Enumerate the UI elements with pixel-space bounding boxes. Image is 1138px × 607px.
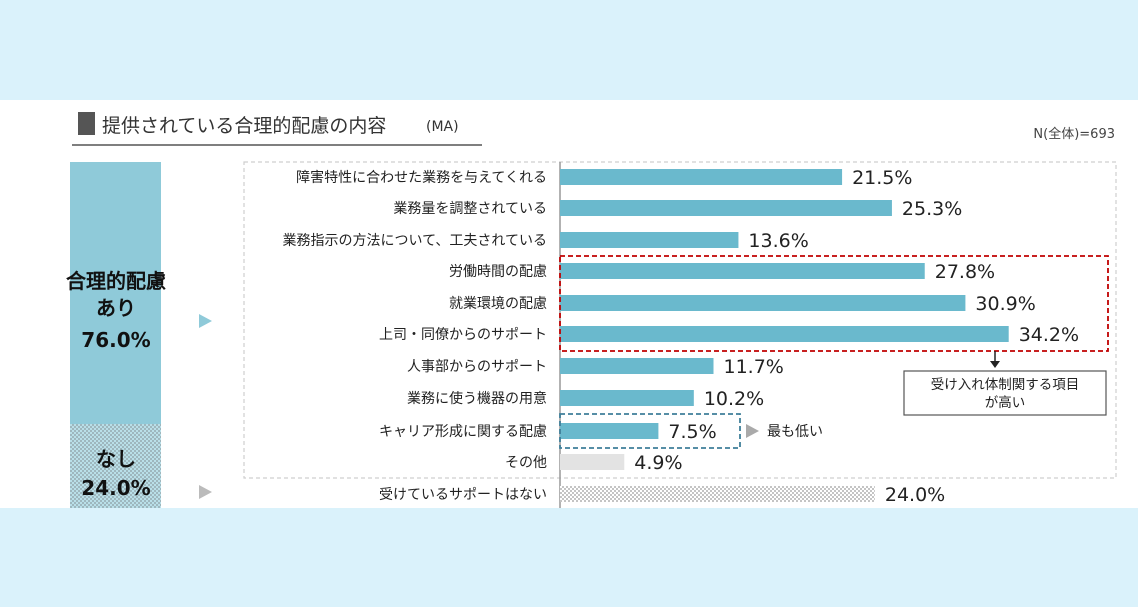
summary-no-value: 24.0% bbox=[81, 476, 150, 500]
bar bbox=[560, 358, 714, 374]
category-label: 上司・同僚からのサポート bbox=[379, 327, 547, 343]
bar bbox=[560, 486, 875, 502]
value-label: 34.2% bbox=[1019, 324, 1079, 346]
bars bbox=[560, 169, 1009, 502]
value-label: 7.5% bbox=[668, 421, 716, 443]
highlight-box-blue bbox=[559, 413, 741, 449]
category-labels: 障害特性に合わせた業務を与えてくれる業務量を調整されている業務指示の方法について… bbox=[283, 170, 547, 503]
highlight-box-red bbox=[559, 255, 1109, 352]
bar bbox=[560, 263, 925, 279]
category-label: 業務指示の方法について、工夫されている bbox=[283, 233, 547, 249]
bar bbox=[560, 326, 1009, 342]
summary-no-block bbox=[70, 424, 161, 508]
category-label: 就業環境の配慮 bbox=[449, 296, 547, 312]
title-square-icon bbox=[78, 112, 95, 135]
highlight-note-line2: が高い bbox=[985, 394, 1026, 411]
bar bbox=[560, 390, 694, 406]
value-label: 13.6% bbox=[748, 230, 808, 252]
bar bbox=[560, 423, 659, 439]
category-label: キャリア形成に関する配慮 bbox=[379, 424, 547, 440]
value-label: 24.0% bbox=[885, 484, 945, 506]
highlight-note-line1: 受け入れ体制関する項目 bbox=[931, 377, 1080, 393]
summary-yes-block bbox=[70, 162, 161, 424]
bar bbox=[560, 169, 843, 185]
bar bbox=[560, 200, 892, 216]
lowest-arrow-icon bbox=[746, 424, 759, 438]
bar bbox=[560, 454, 625, 470]
value-label: 10.2% bbox=[704, 388, 764, 410]
summary-yes-label-1: 合理的配慮 bbox=[66, 269, 166, 293]
value-labels: 21.5% 25.3% 13.6% 27.8% 30.9% 34.2% 11.7% 10.2%… bbox=[634, 167, 1079, 506]
note-arrow-head-icon bbox=[990, 361, 1000, 368]
chart-title-suffix: (MA) bbox=[426, 119, 459, 135]
category-label: 人事部からのサポート bbox=[407, 359, 547, 375]
chart-panel: 提供されている合理的配慮の内容 (MA) N(全体)=693 合理的配慮 あり … bbox=[0, 100, 1138, 508]
summary-yes-label-2: あり bbox=[96, 296, 136, 320]
value-label: 25.3% bbox=[902, 198, 962, 220]
category-label: 障害特性に合わせた業務を与えてくれる bbox=[296, 170, 547, 186]
lowest-note: 最も低い bbox=[767, 424, 823, 440]
bar bbox=[560, 295, 966, 311]
category-label: 業務量を調整されている bbox=[393, 201, 547, 217]
value-label: 4.9% bbox=[634, 452, 682, 474]
category-label: 受けているサポートはない bbox=[379, 487, 547, 503]
category-label: 業務に使う機器の用意 bbox=[407, 390, 547, 407]
bar bbox=[560, 232, 739, 248]
category-label: その他 bbox=[505, 455, 547, 471]
arrow-yes-icon bbox=[199, 314, 212, 328]
value-label: 11.7% bbox=[724, 356, 784, 378]
summary-no-label: なし bbox=[96, 447, 136, 471]
value-label: 21.5% bbox=[852, 167, 912, 189]
summary-yes-value: 76.0% bbox=[81, 328, 150, 352]
sample-size-label: N(全体)=693 bbox=[1033, 126, 1115, 142]
category-label: 労働時間の配慮 bbox=[449, 264, 547, 280]
arrow-no-icon bbox=[199, 485, 212, 499]
chart-title: 提供されている合理的配慮の内容 bbox=[102, 115, 386, 137]
highlight-note-box bbox=[903, 370, 1107, 416]
value-label: 30.9% bbox=[975, 293, 1035, 315]
category-group-frame bbox=[243, 161, 1117, 479]
value-label: 27.8% bbox=[935, 261, 995, 283]
chart-svg: 提供されている合理的配慮の内容 (MA) N(全体)=693 合理的配慮 あり … bbox=[66, 112, 1117, 508]
